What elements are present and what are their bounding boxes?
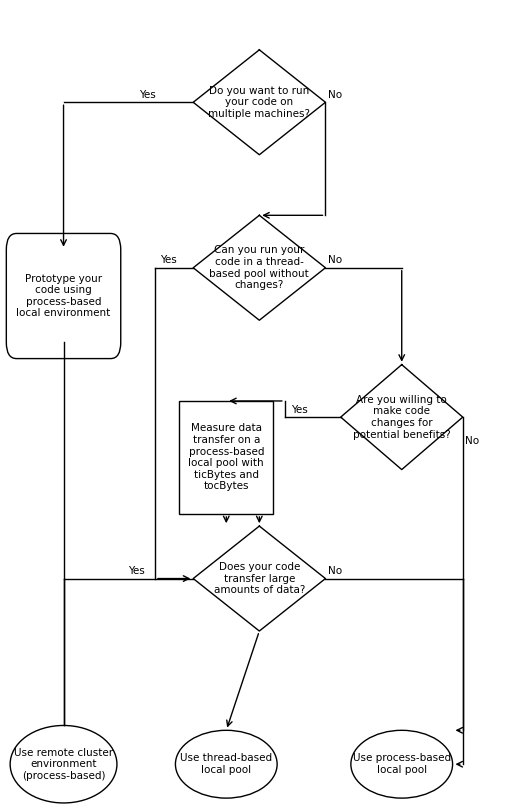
FancyBboxPatch shape	[6, 233, 121, 359]
Text: No: No	[328, 566, 342, 576]
Text: Use remote cluster
environment
(process-based): Use remote cluster environment (process-…	[14, 748, 113, 781]
Text: Yes: Yes	[160, 255, 177, 266]
Text: No: No	[465, 437, 479, 446]
FancyBboxPatch shape	[179, 401, 273, 514]
Text: Measure data
transfer on a
process-based
local pool with
ticBytes and
tocBytes: Measure data transfer on a process-based…	[188, 424, 264, 492]
Text: Are you willing to
make code
changes for
potential benefits?: Are you willing to make code changes for…	[353, 394, 451, 440]
Text: No: No	[328, 255, 342, 266]
Text: Yes: Yes	[291, 405, 307, 415]
Text: Does your code
transfer large
amounts of data?: Does your code transfer large amounts of…	[214, 562, 305, 595]
Text: Can you run your
code in a thread-
based pool without
changes?: Can you run your code in a thread- based…	[210, 245, 309, 290]
Text: Do you want to run
your code on
multiple machines?: Do you want to run your code on multiple…	[209, 86, 311, 119]
Text: Use process-based
local pool: Use process-based local pool	[353, 753, 451, 775]
Ellipse shape	[10, 726, 117, 803]
Text: Prototype your
code using
process-based
local environment: Prototype your code using process-based …	[16, 274, 111, 318]
Text: Yes: Yes	[139, 90, 156, 100]
Text: No: No	[328, 90, 342, 100]
Ellipse shape	[176, 731, 277, 798]
Ellipse shape	[351, 731, 453, 798]
Text: Yes: Yes	[128, 566, 145, 576]
Text: Use thread-based
local pool: Use thread-based local pool	[180, 753, 272, 775]
